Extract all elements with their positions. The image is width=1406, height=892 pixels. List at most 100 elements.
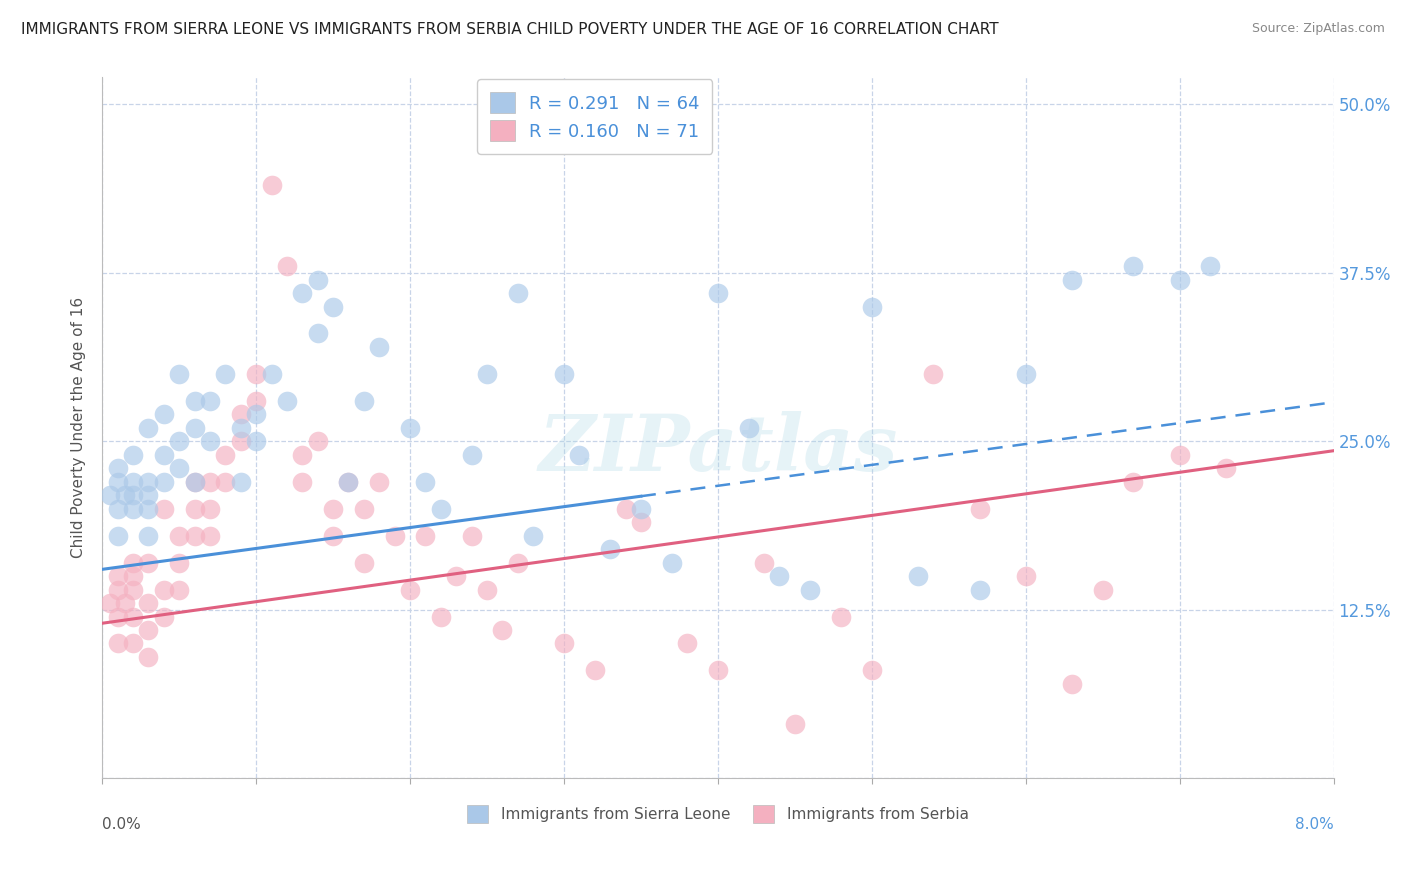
Point — [384, 528, 406, 542]
Point — [475, 367, 498, 381]
Point — [183, 501, 205, 516]
Point — [107, 475, 129, 489]
Point — [114, 596, 136, 610]
Point — [245, 393, 267, 408]
Point — [568, 448, 591, 462]
Legend: Immigrants from Sierra Leone, Immigrants from Serbia: Immigrants from Sierra Leone, Immigrants… — [457, 795, 980, 834]
Point — [138, 596, 160, 610]
Point — [183, 475, 205, 489]
Point — [553, 636, 575, 650]
Point — [245, 367, 267, 381]
Point — [107, 528, 129, 542]
Point — [307, 326, 329, 341]
Point — [368, 340, 391, 354]
Text: IMMIGRANTS FROM SIERRA LEONE VS IMMIGRANTS FROM SERBIA CHILD POVERTY UNDER THE A: IMMIGRANTS FROM SIERRA LEONE VS IMMIGRAN… — [21, 22, 998, 37]
Point — [444, 569, 467, 583]
Point — [138, 501, 160, 516]
Point — [1122, 475, 1144, 489]
Point — [138, 421, 160, 435]
Point — [1168, 272, 1191, 286]
Point — [291, 448, 314, 462]
Point — [152, 582, 174, 597]
Point — [399, 421, 422, 435]
Point — [183, 421, 205, 435]
Point — [152, 609, 174, 624]
Point — [214, 448, 236, 462]
Point — [614, 501, 637, 516]
Point — [399, 582, 422, 597]
Point — [229, 408, 252, 422]
Point — [368, 475, 391, 489]
Point — [167, 582, 190, 597]
Point — [138, 623, 160, 637]
Point — [969, 501, 991, 516]
Point — [122, 609, 145, 624]
Point — [107, 501, 129, 516]
Point — [107, 461, 129, 475]
Text: Source: ZipAtlas.com: Source: ZipAtlas.com — [1251, 22, 1385, 36]
Point — [783, 717, 806, 731]
Point — [229, 475, 252, 489]
Point — [460, 448, 482, 462]
Point — [291, 475, 314, 489]
Point — [460, 528, 482, 542]
Point — [799, 582, 821, 597]
Point — [138, 556, 160, 570]
Point — [707, 664, 730, 678]
Point — [1091, 582, 1114, 597]
Point — [260, 178, 283, 193]
Point — [167, 556, 190, 570]
Point — [860, 300, 883, 314]
Point — [198, 393, 221, 408]
Point — [183, 393, 205, 408]
Point — [122, 582, 145, 597]
Point — [1122, 259, 1144, 273]
Point — [907, 569, 929, 583]
Point — [245, 434, 267, 449]
Point — [676, 636, 699, 650]
Point — [752, 556, 775, 570]
Point — [1015, 367, 1038, 381]
Point — [107, 609, 129, 624]
Point — [167, 528, 190, 542]
Point — [430, 609, 453, 624]
Point — [707, 286, 730, 301]
Point — [107, 636, 129, 650]
Point — [276, 393, 298, 408]
Point — [322, 300, 344, 314]
Point — [122, 488, 145, 502]
Point — [307, 272, 329, 286]
Point — [415, 528, 437, 542]
Point — [491, 623, 513, 637]
Point — [122, 475, 145, 489]
Point — [260, 367, 283, 381]
Point — [353, 556, 375, 570]
Y-axis label: Child Poverty Under the Age of 16: Child Poverty Under the Age of 16 — [72, 297, 86, 558]
Point — [430, 501, 453, 516]
Point — [152, 408, 174, 422]
Point — [122, 569, 145, 583]
Point — [1060, 272, 1083, 286]
Point — [198, 501, 221, 516]
Point — [122, 556, 145, 570]
Point — [1060, 677, 1083, 691]
Point — [1015, 569, 1038, 583]
Point — [307, 434, 329, 449]
Point — [138, 528, 160, 542]
Point — [922, 367, 945, 381]
Point — [522, 528, 544, 542]
Point — [661, 556, 683, 570]
Point — [583, 664, 606, 678]
Point — [198, 475, 221, 489]
Point — [599, 542, 621, 557]
Point — [415, 475, 437, 489]
Point — [229, 421, 252, 435]
Point — [475, 582, 498, 597]
Point — [630, 515, 652, 529]
Point — [630, 501, 652, 516]
Point — [353, 501, 375, 516]
Point — [198, 434, 221, 449]
Point — [107, 569, 129, 583]
Point — [1168, 448, 1191, 462]
Point — [122, 501, 145, 516]
